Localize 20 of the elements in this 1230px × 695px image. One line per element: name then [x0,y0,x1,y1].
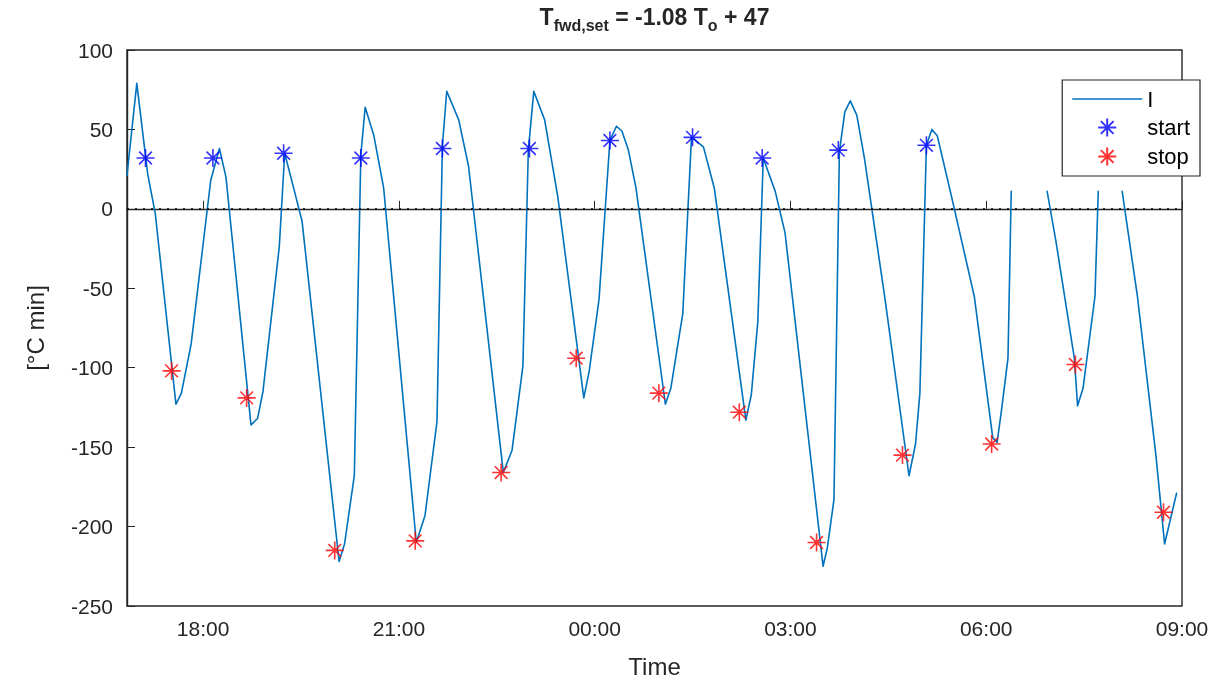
legend-label: I [1147,86,1154,112]
y-tick-label: -150 [70,435,113,459]
x-tick-label: 09:00 [1155,617,1209,640]
legend-label: stop [1147,144,1189,169]
y-tick-label: -100 [70,356,113,380]
y-axis-title: [°C min] [21,285,49,371]
y-tick-label: -50 [82,276,113,300]
x-tick-label: 18:00 [176,617,230,640]
y-tick-label: 100 [77,38,113,62]
x-axis-title: Time [628,652,681,680]
y-tick-label: 50 [89,117,113,141]
y-tick-label: -200 [70,515,113,539]
chart-title: T$_{fwd,set}$ = -1.08 T$_{o}$ + 47 [538,4,771,35]
x-tick-label: 03:00 [764,617,817,640]
x-tick-label: 21:00 [372,617,426,640]
y-tick-label: 0 [101,197,113,221]
legend-label: start [1147,115,1191,140]
x-tick-label: 00:00 [568,617,621,640]
x-tick-label: 06:00 [959,617,1013,640]
y-tick-label: -250 [70,594,113,618]
